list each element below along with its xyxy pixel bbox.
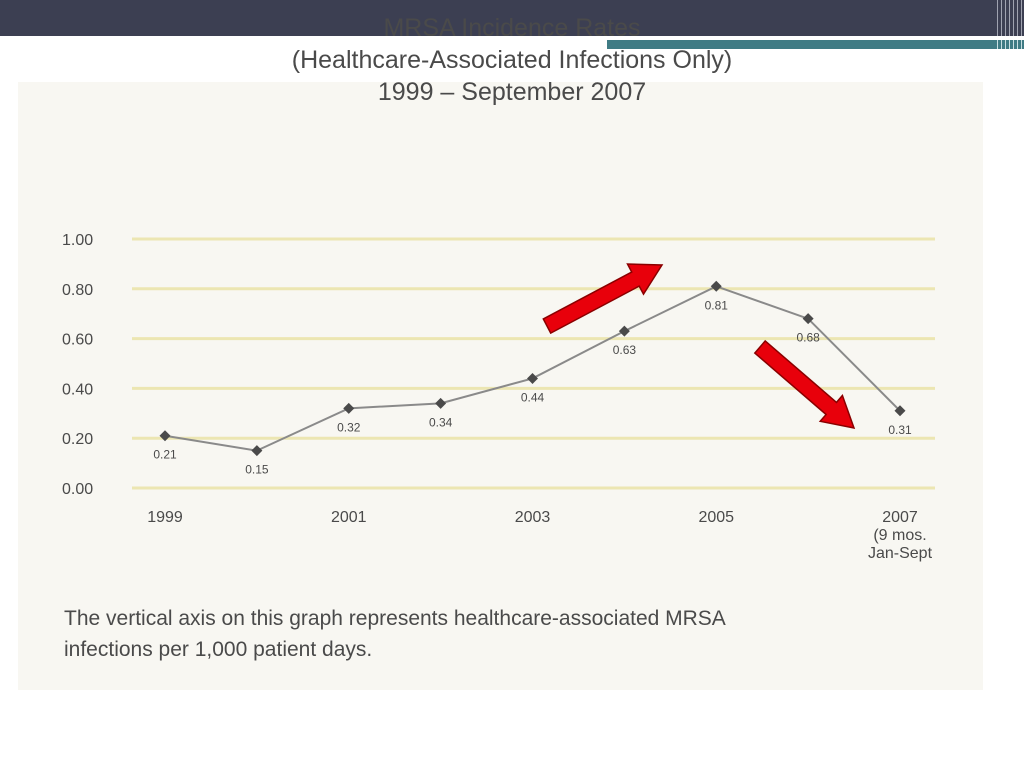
x-tick-label: 2001 bbox=[331, 509, 367, 526]
data-point bbox=[618, 325, 630, 337]
data-point bbox=[710, 280, 722, 292]
annotation-arrow-up bbox=[542, 263, 664, 335]
data-point bbox=[435, 397, 447, 409]
annotation-arrow-down bbox=[753, 339, 856, 429]
data-point bbox=[159, 430, 171, 442]
slide-header-bar bbox=[0, 0, 1024, 36]
data-point bbox=[894, 405, 906, 417]
data-label: 0.34 bbox=[429, 415, 453, 429]
data-point bbox=[251, 445, 263, 457]
data-label: 0.32 bbox=[337, 420, 361, 434]
x-tick-label: 2003 bbox=[515, 509, 551, 526]
x-tick-label: 1999 bbox=[147, 509, 183, 526]
data-point bbox=[802, 313, 814, 325]
x-tick-label: 2007 bbox=[882, 509, 918, 526]
x-tick-sublabel: Jan-Sept bbox=[868, 545, 933, 562]
x-tick-sublabel: (9 mos. bbox=[873, 527, 926, 544]
data-label: 0.15 bbox=[245, 463, 269, 477]
chart-title: MRSA Incidence Rates (Healthcare-Associa… bbox=[0, 12, 1024, 108]
y-tick-label: 0.80 bbox=[62, 282, 93, 299]
slide-accent-stripes bbox=[994, 40, 1024, 49]
y-tick-label: 0.40 bbox=[62, 381, 93, 398]
data-point bbox=[343, 402, 355, 414]
chart-title-line-3: 1999 – September 2007 bbox=[377, 78, 647, 106]
data-label: 0.31 bbox=[888, 423, 912, 437]
data-label: 0.44 bbox=[521, 390, 545, 404]
y-tick-label: 0.00 bbox=[62, 481, 93, 498]
data-label: 0.63 bbox=[613, 343, 637, 357]
data-label: 0.81 bbox=[705, 298, 729, 312]
chart-figure bbox=[18, 82, 983, 690]
chart-caption-line-2: infections per 1,000 patient days. bbox=[64, 638, 373, 661]
slide-accent-line bbox=[607, 40, 1024, 49]
data-point bbox=[527, 372, 538, 384]
slide-header-stripes bbox=[994, 0, 1024, 36]
x-tick-label: 2005 bbox=[698, 509, 734, 526]
data-label: 0.68 bbox=[796, 331, 820, 345]
chart-title-line-2: (Healthcare-Associated Infections Only) bbox=[291, 46, 733, 74]
chart-caption-line-1: The vertical axis on this graph represen… bbox=[64, 607, 726, 630]
y-tick-label: 0.20 bbox=[62, 431, 93, 448]
y-tick-label: 1.00 bbox=[62, 232, 93, 249]
y-tick-label: 0.60 bbox=[62, 332, 93, 349]
chart-title-line-1: MRSA Incidence Rates bbox=[383, 14, 641, 42]
data-label: 0.21 bbox=[153, 448, 177, 462]
chart-caption: The vertical axis on this graph represen… bbox=[64, 603, 964, 665]
